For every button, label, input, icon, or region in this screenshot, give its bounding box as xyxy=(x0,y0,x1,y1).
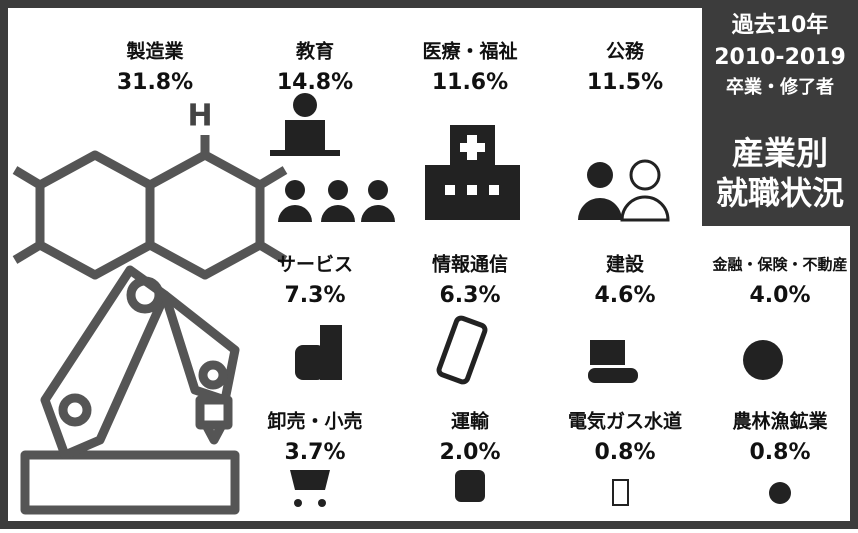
heading-box xyxy=(702,0,858,226)
item-label: 運輸 xyxy=(451,410,490,433)
heading-line: 過去10年 xyxy=(732,12,829,38)
item-label: 医療・福祉 xyxy=(422,40,517,63)
robot-arm-icon xyxy=(20,265,240,515)
item-value: 3.7% xyxy=(284,440,345,465)
item-label: 建設 xyxy=(606,253,645,276)
item-value: 2.0% xyxy=(439,440,500,465)
item-value: 11.6% xyxy=(432,70,508,95)
heading-title: 就職状況 xyxy=(716,174,844,212)
item-label: サービス xyxy=(277,254,353,276)
icons xyxy=(270,93,791,507)
item-value: 6.3% xyxy=(439,283,500,308)
item-label: 公務 xyxy=(606,40,645,63)
item-value: 14.8% xyxy=(277,70,353,95)
heading-line: 卒業・修了者 xyxy=(726,76,834,98)
item-value: 4.0% xyxy=(749,283,810,308)
item-value: 7.3% xyxy=(284,283,345,308)
heading-line: 2010-2019 xyxy=(714,45,846,70)
item-value: 0.8% xyxy=(749,440,810,465)
item-value: 31.8% xyxy=(117,70,193,95)
item-value: 0.8% xyxy=(594,440,655,465)
item-label: 卸売・小売 xyxy=(267,410,362,433)
item-label: 電気ガス水道 xyxy=(568,410,682,433)
item-label: 教育 xyxy=(296,40,334,63)
item-value: 11.5% xyxy=(587,70,663,95)
item-value: 4.6% xyxy=(594,283,655,308)
molecule-h: H xyxy=(187,99,212,134)
items: 製造業 31.8% 教育 14.8% 医療・福祉 11.6% 公務 11.5% サービス 7.3%… xyxy=(117,40,848,466)
item-label: 金融・保険・不動産 xyxy=(711,256,847,274)
item-label: 情報通信 xyxy=(432,253,508,276)
item-label: 農林漁鉱業 xyxy=(732,410,828,433)
heading-title: 産業別 xyxy=(732,134,828,172)
molecule-icon xyxy=(12,135,288,280)
item-label: 製造業 xyxy=(125,40,184,63)
